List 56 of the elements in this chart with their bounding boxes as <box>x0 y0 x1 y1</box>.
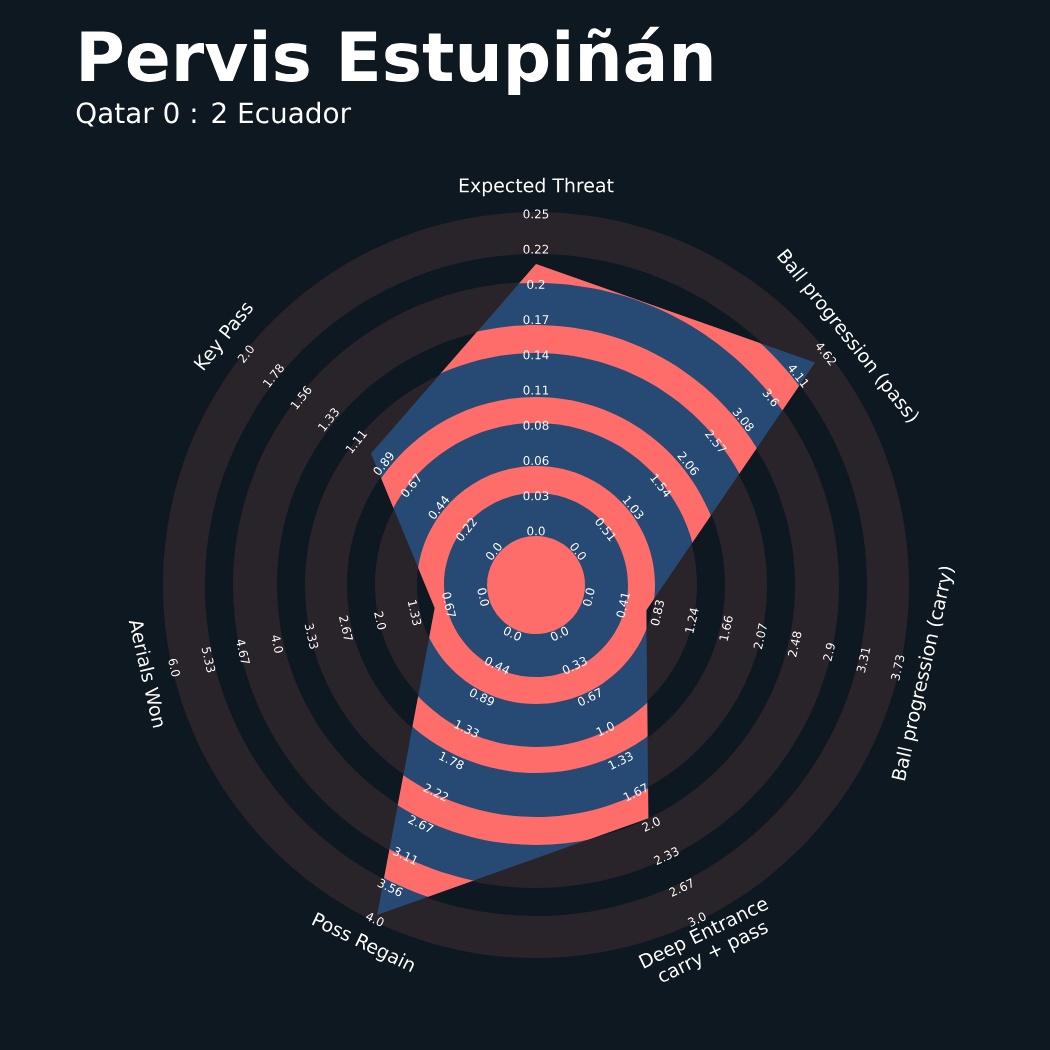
text: 2.67 <box>338 615 353 640</box>
text: 0.0 <box>570 543 586 560</box>
text: 3.11 <box>392 846 417 865</box>
text: 0.0 <box>486 543 502 560</box>
text: 3.6 <box>762 388 780 407</box>
text: 0.0 <box>582 588 595 606</box>
text: 0.44 <box>485 656 510 675</box>
text: 0.08 <box>523 420 549 430</box>
text: 0.89 <box>469 688 495 706</box>
text: 3.56 <box>377 878 403 897</box>
text: 0.0 <box>503 626 522 641</box>
text: 1.78 <box>438 751 464 770</box>
text: 2.67 <box>668 878 692 897</box>
text: 0.0 <box>477 588 490 606</box>
text: 4.0 <box>271 635 284 653</box>
chart-title: Pervis Estupiñán <box>81 26 712 96</box>
text: 4.0 <box>365 913 384 927</box>
text: 2.07 <box>753 623 767 650</box>
text: 2.33 <box>653 847 679 866</box>
text: 3.33 <box>304 623 319 649</box>
text: 1.33 <box>608 752 633 770</box>
text: 1.0 <box>596 722 614 737</box>
spoke-label: Expected Threat <box>459 177 614 197</box>
text: 0.25 <box>523 209 549 219</box>
text: 0.03 <box>523 491 549 501</box>
chart-subtitle: Qatar 0 : 2 Ecuador <box>76 101 352 127</box>
text: 2.0 <box>641 817 660 832</box>
text: 2.22 <box>423 783 449 802</box>
text: 1.24 <box>685 608 699 634</box>
text: 0.06 <box>523 456 549 466</box>
text: 3.73 <box>890 655 905 681</box>
text: 1.33 <box>407 600 422 626</box>
text: 2.9 <box>823 643 835 662</box>
text: 0.17 <box>523 315 549 325</box>
spoke-label: Aerials Won <box>128 621 163 728</box>
text: 0.67 <box>577 687 601 706</box>
text: 1.67 <box>623 783 646 802</box>
text: 3.31 <box>856 648 871 673</box>
text: 0.33 <box>562 656 587 674</box>
text: 0.41 <box>616 593 630 618</box>
text: 2.0 <box>237 345 254 364</box>
text: 1.66 <box>719 615 733 641</box>
text: 2.67 <box>407 815 434 832</box>
text: 0.14 <box>523 350 549 360</box>
text: 0.22 <box>523 244 549 254</box>
text: 2.0 <box>374 611 387 630</box>
text: 0.0 <box>550 626 569 641</box>
text: 0.11 <box>523 385 549 395</box>
text: 0.67 <box>442 592 457 616</box>
text: 1.33 <box>454 720 479 738</box>
text: 0.83 <box>650 600 664 626</box>
text: 6.0 <box>168 658 181 677</box>
text: 0.0 <box>527 526 545 536</box>
text: 5.33 <box>201 647 216 673</box>
text: 4.67 <box>236 639 250 663</box>
text: 2.48 <box>787 631 802 658</box>
